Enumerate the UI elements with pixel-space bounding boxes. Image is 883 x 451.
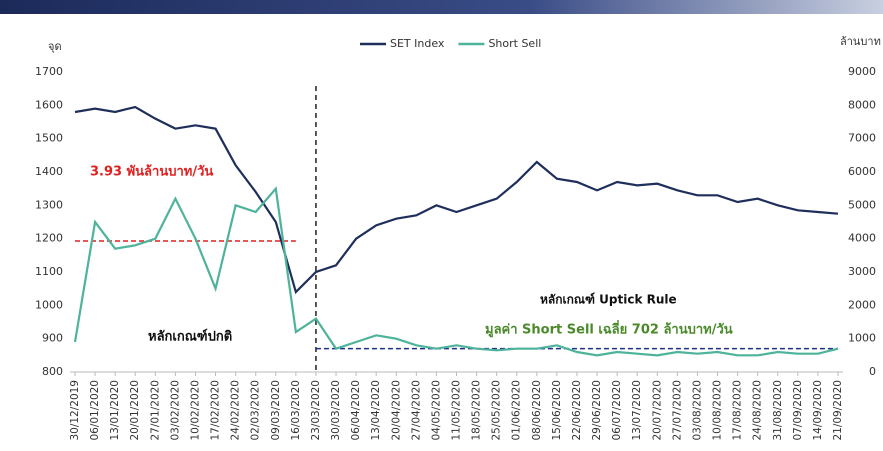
y2-tick-label: 9000: [848, 65, 876, 78]
x-tick-label: 23/03/2020: [310, 380, 322, 441]
legend-label: Short Sell: [488, 37, 541, 50]
x-tick-label: 04/05/2020: [430, 380, 442, 441]
x-tick-label: 06/04/2020: [350, 380, 362, 441]
series-line: [73, 186, 839, 357]
y2-tick-label: 7000: [848, 132, 876, 145]
series-line: [74, 105, 839, 295]
x-tick-label: 17/02/2020: [210, 380, 222, 441]
x-tick-label: 18/05/2020: [471, 380, 483, 441]
y2-axis-label: ล้านบาท: [840, 35, 881, 48]
x-tick-label: 20/01/2020: [129, 380, 141, 441]
x-tick-label: 20/04/2020: [390, 380, 402, 441]
x-tick-label: 10/02/2020: [189, 380, 201, 441]
x-tick-label: 09/03/2020: [270, 380, 282, 441]
x-tick-label: 29/06/2020: [591, 380, 603, 441]
y-tick-label: 800: [42, 365, 63, 378]
x-tick-label: 13/01/2020: [109, 380, 121, 441]
y-axis-label: จุด: [48, 40, 62, 53]
x-tick-label: 02/03/2020: [250, 380, 262, 441]
y-tick-label: 900: [42, 332, 63, 345]
annotation: 3.93 พันล้านบาท/วัน: [90, 164, 213, 180]
y2-tick-label: 3000: [848, 265, 876, 278]
y2-tick-label: 1000: [848, 332, 876, 345]
x-tick-label: 27/07/2020: [671, 380, 683, 441]
x-tick-label: 06/07/2020: [611, 380, 623, 441]
x-tick-label: 27/01/2020: [149, 380, 161, 441]
x-tick-label: 15/06/2020: [551, 380, 563, 441]
x-tick-label: 31/08/2020: [772, 380, 784, 441]
y-tick-label: 1600: [35, 98, 63, 111]
y-tick-label: 1500: [35, 132, 63, 145]
y-tick-label: 1700: [35, 65, 63, 78]
y-tick-label: 1400: [35, 165, 63, 178]
legend-label: SET Index: [390, 37, 445, 50]
y2-tick-label: 2000: [848, 298, 876, 311]
annotation: หลักเกณฑ์ Uptick Rule: [540, 293, 677, 307]
x-tick-label: 14/09/2020: [812, 380, 824, 441]
x-tick-label: 10/08/2020: [712, 380, 724, 441]
y-tick-label: 1200: [35, 232, 63, 245]
x-tick-label: 06/01/2020: [89, 380, 101, 441]
x-tick-label: 11/05/2020: [451, 380, 463, 441]
y2-tick-label: 6000: [848, 165, 876, 178]
y2-tick-label: 8000: [848, 98, 876, 111]
x-tick-label: 16/03/2020: [290, 380, 302, 441]
x-tick-label: 25/05/2020: [491, 380, 503, 441]
annotation: หลักเกณฑ์ปกติ: [148, 329, 232, 345]
y2-tick-label: 0: [869, 365, 876, 378]
x-tick-label: 17/08/2020: [732, 380, 744, 441]
y-tick-label: 1300: [35, 198, 63, 211]
x-tick-label: 30/12/2019: [69, 380, 81, 441]
y2-tick-label: 4000: [848, 232, 876, 245]
x-tick-label: 21/09/2020: [832, 380, 844, 441]
x-tick-label: 03/08/2020: [691, 380, 703, 441]
x-tick-label: 24/08/2020: [752, 380, 764, 441]
x-tick-label: 03/02/2020: [169, 380, 181, 441]
y2-tick-label: 5000: [848, 198, 876, 211]
y-tick-label: 1000: [35, 298, 63, 311]
x-tick-label: 01/06/2020: [511, 380, 523, 441]
x-tick-label: 20/07/2020: [651, 380, 663, 441]
header-bar: [0, 0, 883, 14]
annotation: มูลค่า Short Sell เฉลี่ย 702 ล้านบาท/วัน: [485, 320, 733, 338]
x-tick-label: 08/06/2020: [531, 380, 543, 441]
x-tick-label: 30/03/2020: [330, 380, 342, 441]
x-tick-label: 07/09/2020: [792, 380, 804, 441]
x-tick-label: 24/02/2020: [230, 380, 242, 441]
x-tick-label: 22/06/2020: [571, 380, 583, 441]
x-tick-label: 13/04/2020: [370, 380, 382, 441]
x-tick-label: 13/07/2020: [631, 380, 643, 441]
x-tick-label: 27/04/2020: [410, 380, 422, 441]
y-tick-label: 1100: [35, 265, 63, 278]
